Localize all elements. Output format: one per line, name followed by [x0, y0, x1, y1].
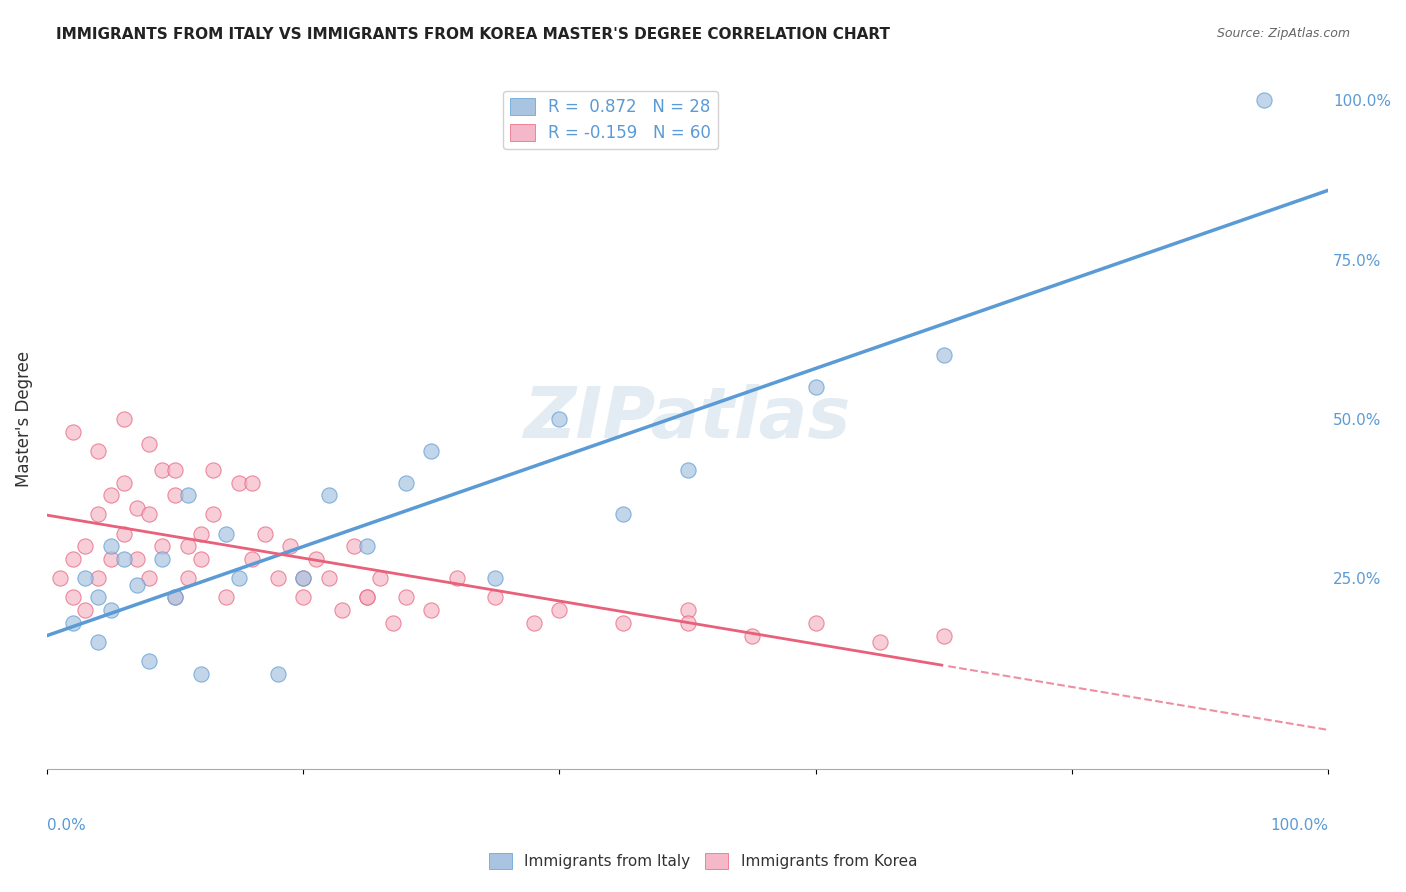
- Point: [87, 443, 110, 458]
- Point: [150, 552, 173, 566]
- Point: [62, 615, 84, 630]
- Point: [190, 526, 212, 541]
- Point: [112, 412, 135, 426]
- Point: [395, 591, 418, 605]
- Point: [125, 577, 148, 591]
- Point: [804, 615, 827, 630]
- Text: 100.0%: 100.0%: [1270, 818, 1329, 833]
- Point: [163, 463, 186, 477]
- Point: [62, 425, 84, 439]
- Point: [612, 615, 634, 630]
- Point: [420, 443, 443, 458]
- Point: [177, 488, 200, 502]
- Y-axis label: Master's Degree: Master's Degree: [15, 351, 32, 487]
- Point: [100, 552, 122, 566]
- Legend: R =  0.872   N = 28, R = -0.159   N = 60: R = 0.872 N = 28, R = -0.159 N = 60: [503, 91, 718, 149]
- Point: [163, 591, 186, 605]
- Text: 0.0%: 0.0%: [46, 818, 86, 833]
- Point: [112, 552, 135, 566]
- Point: [1253, 94, 1275, 108]
- Point: [676, 463, 699, 477]
- Point: [368, 571, 391, 585]
- Point: [318, 571, 340, 585]
- Point: [932, 628, 955, 642]
- Point: [75, 539, 97, 553]
- Point: [138, 437, 160, 451]
- Point: [228, 475, 250, 490]
- Point: [177, 571, 200, 585]
- Point: [356, 591, 378, 605]
- Point: [318, 488, 340, 502]
- Point: [240, 552, 263, 566]
- Point: [612, 508, 634, 522]
- Point: [100, 539, 122, 553]
- Text: ZIPatlas: ZIPatlas: [524, 384, 851, 453]
- Point: [62, 591, 84, 605]
- Point: [87, 571, 110, 585]
- Point: [100, 488, 122, 502]
- Point: [676, 603, 699, 617]
- Point: [125, 501, 148, 516]
- Point: [395, 475, 418, 490]
- Legend: Immigrants from Italy, Immigrants from Korea: Immigrants from Italy, Immigrants from K…: [482, 847, 924, 875]
- Point: [292, 571, 315, 585]
- Point: [48, 571, 70, 585]
- Point: [190, 552, 212, 566]
- Point: [523, 615, 546, 630]
- Point: [484, 591, 506, 605]
- Point: [343, 539, 366, 553]
- Point: [266, 571, 288, 585]
- Point: [125, 552, 148, 566]
- Point: [330, 603, 353, 617]
- Point: [163, 488, 186, 502]
- Point: [381, 615, 404, 630]
- Point: [356, 539, 378, 553]
- Point: [741, 628, 763, 642]
- Point: [75, 571, 97, 585]
- Point: [138, 654, 160, 668]
- Point: [253, 526, 276, 541]
- Point: [215, 591, 238, 605]
- Point: [548, 603, 571, 617]
- Point: [138, 508, 160, 522]
- Point: [240, 475, 263, 490]
- Point: [266, 666, 288, 681]
- Point: [62, 552, 84, 566]
- Point: [100, 603, 122, 617]
- Point: [112, 475, 135, 490]
- Point: [75, 603, 97, 617]
- Point: [676, 615, 699, 630]
- Point: [202, 508, 225, 522]
- Point: [177, 539, 200, 553]
- Point: [305, 552, 328, 566]
- Point: [804, 380, 827, 394]
- Point: [932, 348, 955, 362]
- Point: [869, 635, 891, 649]
- Point: [112, 526, 135, 541]
- Point: [87, 508, 110, 522]
- Point: [356, 591, 378, 605]
- Point: [215, 526, 238, 541]
- Point: [202, 463, 225, 477]
- Point: [228, 571, 250, 585]
- Point: [87, 591, 110, 605]
- Text: Source: ZipAtlas.com: Source: ZipAtlas.com: [1216, 27, 1350, 40]
- Point: [278, 539, 301, 553]
- Point: [446, 571, 468, 585]
- Point: [150, 463, 173, 477]
- Point: [190, 666, 212, 681]
- Point: [292, 571, 315, 585]
- Point: [163, 591, 186, 605]
- Point: [87, 635, 110, 649]
- Point: [484, 571, 506, 585]
- Point: [292, 591, 315, 605]
- Point: [420, 603, 443, 617]
- Point: [548, 412, 571, 426]
- Text: IMMIGRANTS FROM ITALY VS IMMIGRANTS FROM KOREA MASTER'S DEGREE CORRELATION CHART: IMMIGRANTS FROM ITALY VS IMMIGRANTS FROM…: [56, 27, 890, 42]
- Point: [150, 539, 173, 553]
- Point: [138, 571, 160, 585]
